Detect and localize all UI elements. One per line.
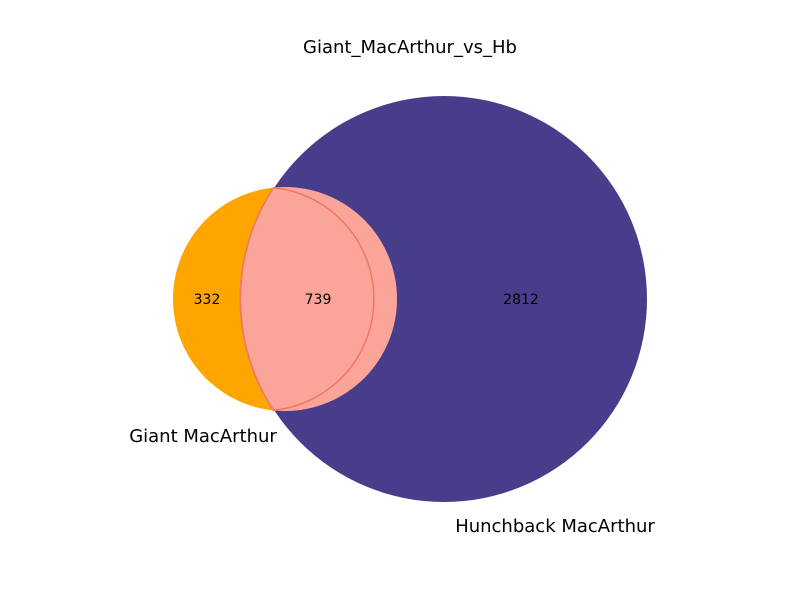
only-a-count: 332 xyxy=(194,292,221,308)
overlap-count: 739 xyxy=(305,292,332,308)
set-b-label: Hunchback MacArthur xyxy=(455,516,655,537)
chart-title: Giant_MacArthur_vs_Hb xyxy=(303,37,517,58)
overlap-edge xyxy=(239,186,375,412)
only-b-count: 2812 xyxy=(503,292,539,308)
set-a-label: Giant MacArthur xyxy=(129,426,277,447)
set-b-circle xyxy=(241,96,647,502)
